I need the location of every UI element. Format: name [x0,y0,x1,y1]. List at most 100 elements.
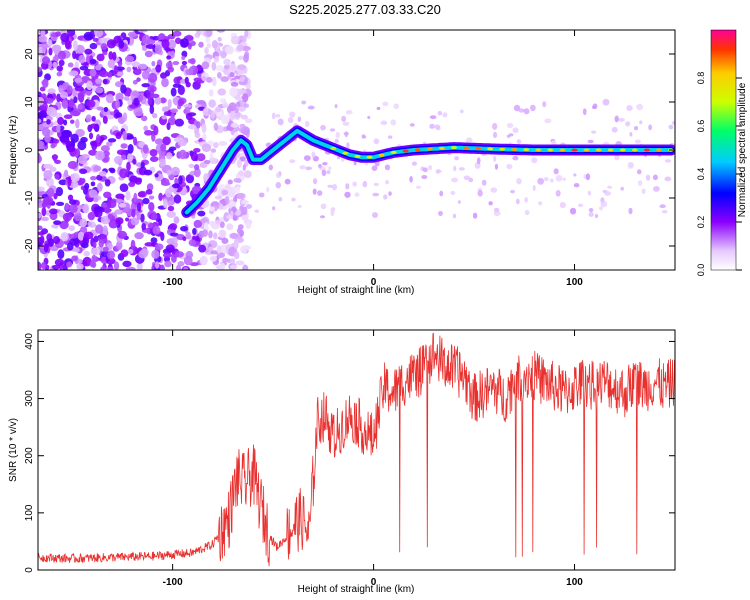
noise-blob [136,262,143,270]
noise-blob [335,131,341,139]
noise-blob [421,175,428,180]
noise-blob [242,93,249,103]
noise-blob [54,173,60,180]
noise-blob [245,204,253,209]
noise-blob [148,195,155,200]
noise-blob [52,154,57,162]
noise-blob [86,80,93,91]
noise-blob [145,39,156,45]
noise-blob [106,250,116,260]
noise-blob [227,187,236,197]
noise-blob [145,44,156,49]
noise-blob [341,115,347,122]
noise-blob [559,202,566,209]
noise-blob [664,159,672,163]
ridge-peak [511,148,518,152]
noise-blob [90,247,101,256]
noise-blob [393,103,400,110]
noise-blob [61,82,69,90]
heatmap-y-axis-label: Frequency (Hz) [8,116,19,185]
noise-blob [136,202,142,212]
noise-blob [77,155,88,165]
noise-blob [238,170,245,177]
noise-blob [268,164,274,171]
noise-blob [141,83,150,88]
noise-blob [88,132,94,140]
noise-blob [138,94,143,103]
noise-blob [162,136,171,146]
noise-blob [131,208,136,218]
noise-blob [243,103,250,108]
noise-blob [53,138,60,144]
noise-blob [645,174,651,181]
noise-blob [544,118,552,124]
ridge-peak [342,151,349,155]
noise-blob [214,55,220,63]
noise-blob [166,122,171,131]
ridge-peak [463,146,470,150]
noise-blob [604,191,611,196]
noise-blob [238,80,248,86]
noise-blob [89,68,97,77]
heatmap-ytick-label: 10 [24,96,35,108]
noise-blob [354,192,360,197]
noise-blob [67,160,78,170]
noise-blob [196,153,206,162]
heatmap-ytick-label: -20 [24,238,35,253]
noise-blob [77,103,83,110]
noise-blob [512,127,519,134]
noise-blob [668,124,674,130]
noise-blob [629,132,633,137]
noise-blob [141,115,148,122]
noise-blob [230,35,240,45]
noise-blob [68,199,77,205]
noise-blob [450,190,456,195]
ridge-peak [631,148,638,152]
snr-xtick-label: -100 [163,577,183,588]
snr-ytick-label: 0 [24,567,35,573]
noise-blob [159,158,166,167]
noise-blob [127,31,138,38]
noise-blob [458,167,465,171]
noise-blob [537,177,545,185]
noise-blob [182,236,187,241]
noise-blob [115,217,124,225]
noise-blob [125,217,130,222]
noise-blob [234,95,242,101]
noise-blob [376,106,381,111]
noise-blob [206,30,213,37]
noise-blob [119,183,129,192]
noise-blob [200,218,208,223]
noise-blob [203,222,209,231]
noise-blob [91,254,97,264]
noise-blob [382,101,389,107]
snr-ytick-label: 400 [24,333,35,350]
noise-blob [341,157,345,162]
noise-blob [171,254,177,263]
noise-blob [170,108,179,114]
noise-blob [89,42,98,50]
noise-blob [82,256,92,267]
noise-blob [529,104,536,112]
noise-blob [388,191,392,196]
noise-blob [465,137,473,144]
noise-blob [457,200,461,204]
noise-blob [168,39,177,50]
noise-blob [125,266,136,270]
snr-x-axis-label: Height of straight line (km) [298,584,415,595]
noise-blob [167,205,175,212]
noise-blob [196,99,206,105]
noise-blob [152,113,158,119]
noise-blob [209,255,217,262]
noise-blob [235,185,241,194]
noise-blob [94,30,104,38]
noise-blob [68,70,79,77]
noise-blob [235,260,245,266]
noise-blob [600,200,608,208]
noise-blob [215,219,222,224]
noise-blob [287,117,294,123]
noise-blob [107,59,115,69]
noise-blob [79,218,88,228]
noise-blob [152,225,161,235]
noise-blob [138,250,148,259]
